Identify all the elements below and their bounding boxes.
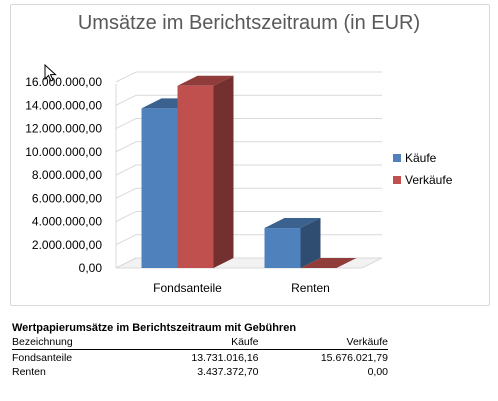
table-row: Renten 3.437.372,70 0,00: [12, 364, 388, 378]
gridline: [115, 71, 382, 83]
legend-label: Verkäufe: [405, 173, 453, 187]
legend-swatch: [393, 154, 401, 162]
transactions-table-block: Wertpapierumsätze im Berichtszeitraum mi…: [12, 322, 388, 378]
y-tick-label: 16.000.000,00: [25, 75, 102, 89]
legend-label: Käufe: [405, 151, 437, 165]
header-verkaeufe: Verkäufe: [258, 336, 388, 350]
chart-title: Umsätze im Berichtszeitraum (in EUR): [77, 12, 421, 34]
cell-kaeufe: 3.437.372,70: [197, 366, 259, 378]
y-tick-label: 4.000.000,00: [32, 215, 102, 229]
mouse-cursor-icon: [44, 64, 57, 82]
y-tick-label: 6.000.000,00: [32, 191, 102, 205]
bar-side: [213, 75, 234, 269]
header-bezeichnung: Bezeichnung: [12, 336, 130, 350]
bar: [264, 228, 301, 268]
cell-kaeufe: 13.731.016,16: [191, 352, 259, 364]
gridline: [115, 164, 382, 176]
x-tick-label: Fondsanteile: [153, 281, 222, 295]
cell-verkaeufe: 15.676.021,79: [320, 352, 388, 364]
transactions-table: Bezeichnung Käufe Verkäufe Fondsanteile …: [12, 336, 388, 378]
bar-top: [300, 258, 357, 268]
y-tick-label: 12.000.000,00: [25, 122, 102, 136]
gridline: [115, 141, 382, 153]
chart-frame: [10, 4, 490, 306]
cell-bezeichnung: Fondsanteile: [12, 352, 73, 364]
legend-swatch: [393, 176, 401, 184]
bar-top: [177, 75, 234, 86]
y-tick-label: 14.000.000,00: [25, 98, 102, 112]
table-title: Wertpapierumsätze im Berichtszeitraum mi…: [12, 322, 297, 334]
y-tick-label: 8.000.000,00: [32, 168, 102, 182]
gridline: [115, 211, 382, 222]
cell-bezeichnung: Renten: [12, 366, 46, 378]
bar: [177, 85, 214, 269]
gridline: [115, 118, 382, 129]
cell-verkaeufe: 0,00: [367, 366, 388, 378]
table-header-row: Bezeichnung Käufe Verkäufe: [12, 336, 388, 350]
gridline: [115, 187, 382, 199]
bar-chart: 0,00 2.000.000,00 4.000.000,00 6.000.000,00…: [25, 71, 453, 295]
header-kaeufe: Käufe: [129, 336, 259, 350]
x-tick-label: Renten: [291, 281, 330, 295]
y-tick-label: 2.000.000,00: [32, 238, 102, 252]
table-row: Fondsanteile 13.731.016,16 15.676.021,79: [12, 350, 388, 364]
bar-side: [300, 218, 321, 268]
bar-top: [264, 218, 321, 229]
y-tick-label: 10.000.000,00: [25, 145, 102, 159]
bar: [141, 108, 178, 268]
gridline: [115, 94, 382, 106]
y-tick-label: 0,00: [79, 261, 103, 275]
